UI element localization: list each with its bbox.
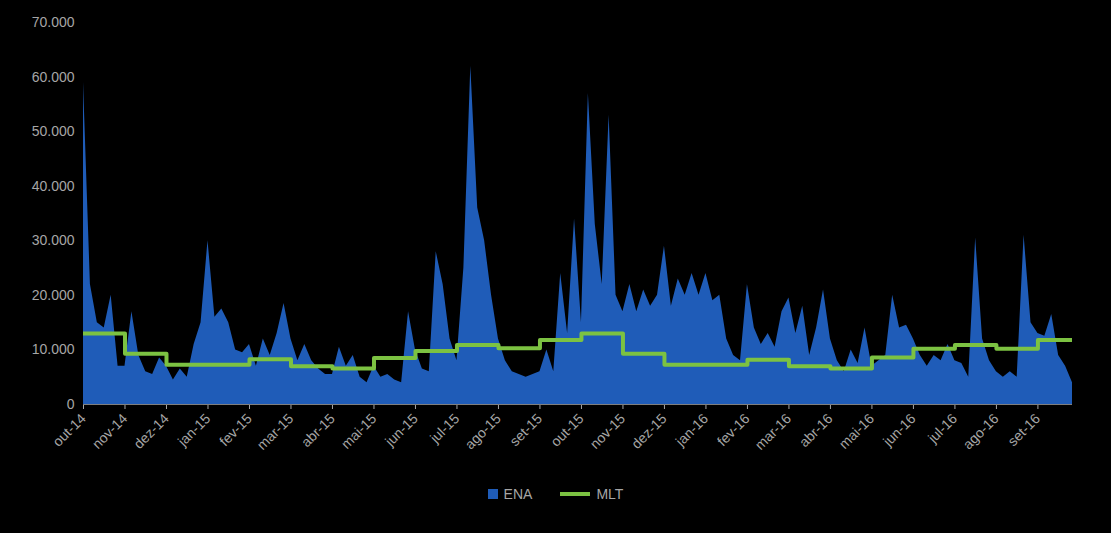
svg-text:40.000: 40.000 [32, 178, 75, 194]
svg-text:mar-15: mar-15 [254, 410, 297, 453]
svg-text:mai-15: mai-15 [338, 410, 380, 452]
svg-text:30.000: 30.000 [32, 232, 75, 248]
svg-text:nov-14: nov-14 [89, 410, 131, 452]
svg-text:jul-15: jul-15 [426, 410, 462, 446]
svg-text:jan-15: jan-15 [174, 410, 214, 450]
svg-text:fev-16: fev-16 [714, 410, 753, 449]
html-text:MLT: MLT [596, 486, 624, 502]
svg-text:60.000: 60.000 [32, 69, 75, 85]
svg-text:out-15: out-15 [547, 410, 587, 450]
svg-text:20.000: 20.000 [32, 287, 75, 303]
svg-text:nov-15: nov-15 [587, 410, 629, 452]
svg-text:dez-15: dez-15 [628, 410, 670, 452]
svg-text:mar-16: mar-16 [752, 410, 795, 453]
svg-text:jul-16: jul-16 [924, 410, 960, 446]
svg-text:10.000: 10.000 [32, 341, 75, 357]
svg-text:0: 0 [67, 396, 75, 412]
svg-text:set-16: set-16 [1004, 410, 1043, 449]
svg-text:jun-16: jun-16 [879, 410, 919, 450]
svg-text:dez-14: dez-14 [130, 410, 172, 452]
svg-text:50.000: 50.000 [32, 123, 75, 139]
svg-text:abr-15: abr-15 [298, 410, 338, 450]
svg-text:set-15: set-15 [506, 410, 545, 449]
svg-text:jan-16: jan-16 [672, 410, 712, 450]
html-text:ENA: ENA [503, 486, 533, 502]
svg-text:ago-15: ago-15 [462, 410, 504, 452]
svg-text:70.000: 70.000 [32, 14, 75, 30]
svg-text:jun-15: jun-15 [381, 410, 421, 450]
svg-text:mai-16: mai-16 [836, 410, 878, 452]
svg-text:out-14: out-14 [49, 410, 89, 450]
svg-text:abr-16: abr-16 [796, 410, 836, 450]
svg-text:ago-16: ago-16 [960, 410, 1002, 452]
svg-text:fev-15: fev-15 [216, 410, 255, 449]
